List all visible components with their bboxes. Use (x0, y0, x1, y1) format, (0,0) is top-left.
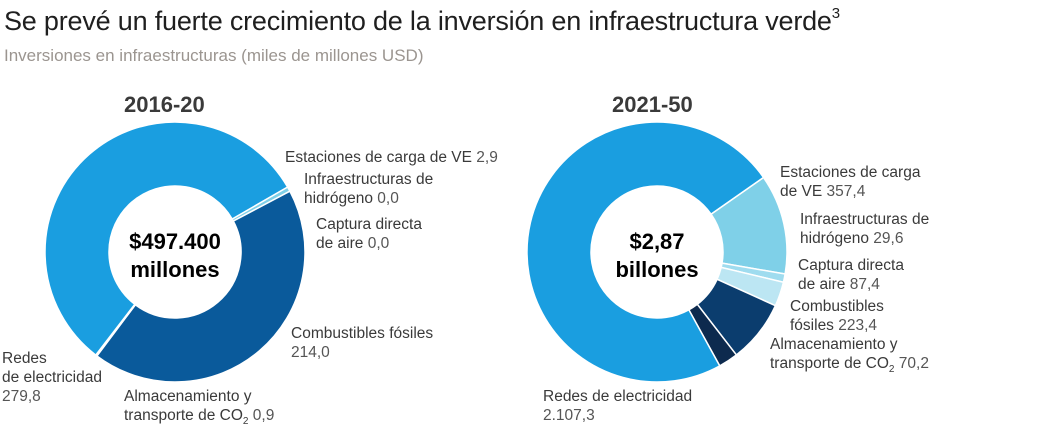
label-right-estaciones: Estaciones de carga de VE 357,4 (780, 164, 921, 200)
label-left-redes: Redes de electricidad 279,8 (2, 350, 102, 405)
title-footnote: 3 (831, 5, 840, 22)
period-title-right: 2021-50 (612, 92, 693, 117)
label-left-hidrogeno: Infraestructuras de hidrógeno 0,0 (304, 171, 434, 207)
center-total-right: $2,87 billones (582, 228, 732, 284)
label-right-captura: Captura directa de aire 87,4 (798, 257, 904, 293)
donut-left-slice-combustibles (95, 190, 306, 383)
label-left-captura: Captura directa de aire 0,0 (316, 216, 422, 252)
center-total-left: $497.400 millones (100, 228, 250, 284)
period-title-left: 2016-20 (124, 92, 205, 117)
label-right-combustibles: Combustibles fósiles 223,4 (790, 298, 884, 334)
chart-subtitle: Inversiones en infraestructuras (miles d… (4, 46, 424, 65)
label-left-combustibles: Combustibles fósiles 214,0 (291, 325, 434, 361)
center-total-left-line1: $497.400 (129, 229, 221, 254)
label-left-almacenamiento: Almacenamiento y transporte de CO2 0,9 (124, 388, 275, 428)
label-right-redes: Redes de electricidad 2.107,3 (543, 388, 693, 424)
center-total-left-line2: millones (130, 257, 220, 282)
center-total-right-line2: billones (615, 257, 699, 282)
label-right-almacenamiento: Almacenamiento y transporte de CO2 70,2 (770, 336, 929, 376)
donut-left-slice-redes (44, 121, 289, 357)
label-left-estaciones: Estaciones de carga de VE 2,9 (285, 149, 498, 166)
chart-title: Se prevé un fuerte crecimiento de la inv… (4, 5, 840, 36)
donut-right-slice-redes (526, 121, 765, 383)
label-right-hidrogeno: Infraestructuras de hidrógeno 29,6 (800, 211, 930, 247)
center-total-right-line1: $2,87 (629, 229, 685, 254)
